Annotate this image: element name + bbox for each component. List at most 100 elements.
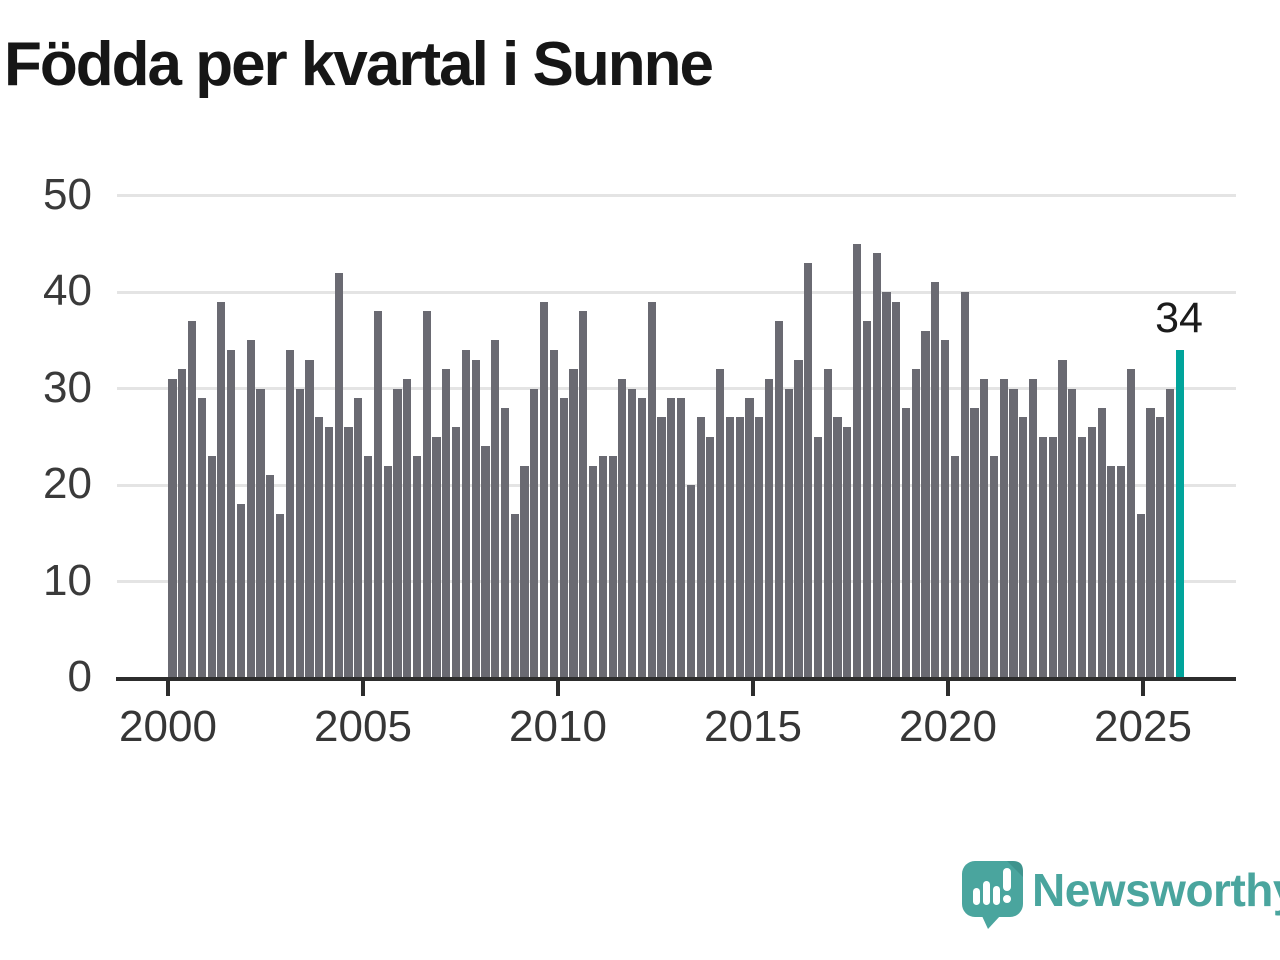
x-axis-tick: [361, 677, 365, 696]
bar: [853, 243, 862, 678]
bar: [960, 292, 969, 678]
bar: [911, 369, 920, 678]
bar: [735, 417, 744, 678]
bar: [207, 456, 216, 678]
bar: [1038, 436, 1047, 678]
bar: [1126, 369, 1136, 678]
bar: [1117, 465, 1126, 678]
bar: [725, 417, 735, 678]
bar: [197, 398, 206, 678]
bar: [412, 456, 422, 678]
bar: [980, 378, 989, 678]
bar: [1048, 436, 1057, 678]
gridline: [117, 194, 1236, 197]
bar: [324, 427, 334, 678]
bar: [950, 456, 959, 678]
bar: [843, 427, 852, 678]
bar: [559, 398, 568, 678]
x-axis-tick: [166, 677, 170, 696]
bar: [354, 398, 363, 678]
x-axis-tick: [751, 677, 755, 696]
bar: [823, 369, 832, 678]
bar: [872, 253, 881, 678]
bar: [315, 417, 324, 678]
bar: [833, 417, 842, 678]
y-axis-tick-label: 50: [43, 169, 92, 219]
bar: [500, 407, 510, 678]
bar: [970, 407, 979, 678]
bar: [373, 311, 382, 678]
bar: [422, 311, 431, 678]
x-axis-tick-label: 2015: [704, 702, 802, 751]
bar: [344, 427, 353, 678]
bar: [1019, 417, 1028, 678]
bar: [461, 349, 470, 678]
bar: [794, 359, 803, 678]
bar: [579, 311, 588, 678]
bar: [275, 513, 285, 678]
bar: [383, 465, 392, 678]
bar: [217, 301, 226, 678]
bar: [598, 456, 607, 678]
bar: [256, 388, 265, 678]
bar: [227, 349, 236, 678]
bar: [491, 340, 500, 678]
bar: [931, 282, 940, 678]
y-axis-tick-label: 30: [43, 362, 92, 412]
bar: [549, 349, 558, 678]
bar: [1107, 465, 1116, 678]
chart-title: Födda per kvartal i Sunne: [4, 30, 714, 99]
bar: [1136, 513, 1145, 678]
bar: [1009, 388, 1018, 678]
y-axis-tick-label: 0: [67, 652, 92, 701]
bar: [804, 263, 813, 678]
bar: [774, 320, 783, 678]
bar: [295, 388, 304, 678]
bar: [1058, 359, 1067, 678]
bar: [1029, 378, 1038, 678]
bar: [305, 359, 314, 678]
bar: [696, 417, 705, 678]
bar: [637, 398, 647, 678]
bar: [999, 378, 1008, 678]
newsworthy-logo-text: Newsworthy: [1032, 864, 1280, 916]
x-axis-tick: [946, 677, 950, 696]
bar: [882, 292, 891, 678]
bar: [628, 388, 637, 678]
bar: [432, 436, 441, 678]
bar: [608, 456, 617, 678]
bar: [764, 378, 774, 678]
bar: [334, 272, 343, 678]
bar: [285, 349, 294, 678]
x-axis-tick: [1141, 677, 1145, 696]
bar: [813, 436, 823, 678]
bar: [1097, 407, 1106, 678]
bar: [364, 456, 373, 678]
bar: [921, 330, 930, 678]
y-axis-tick-label: 20: [43, 459, 92, 508]
gridline: [117, 387, 1236, 390]
y-axis-tick-label: 40: [43, 266, 92, 315]
x-axis-tick-label: 2025: [1094, 702, 1192, 751]
newsworthy-logo: Newsworthy: [960, 858, 1280, 930]
bar: [667, 398, 676, 678]
bar: [755, 417, 764, 678]
bar: [706, 436, 715, 678]
bar: [168, 378, 177, 678]
bar: [187, 320, 197, 678]
bar: [784, 388, 793, 678]
bar: [941, 340, 950, 678]
y-axis-tick-label: 10: [43, 555, 92, 605]
bar: [1146, 407, 1155, 678]
bar: [647, 301, 656, 678]
bar: [246, 340, 255, 678]
bar: [1068, 388, 1077, 678]
x-axis-tick-label: 2020: [899, 702, 997, 751]
bar: [266, 475, 275, 678]
bar: [540, 301, 549, 678]
bar: [1077, 436, 1087, 678]
bar: [393, 388, 402, 678]
bar: [1165, 388, 1175, 678]
bar: [510, 513, 519, 678]
